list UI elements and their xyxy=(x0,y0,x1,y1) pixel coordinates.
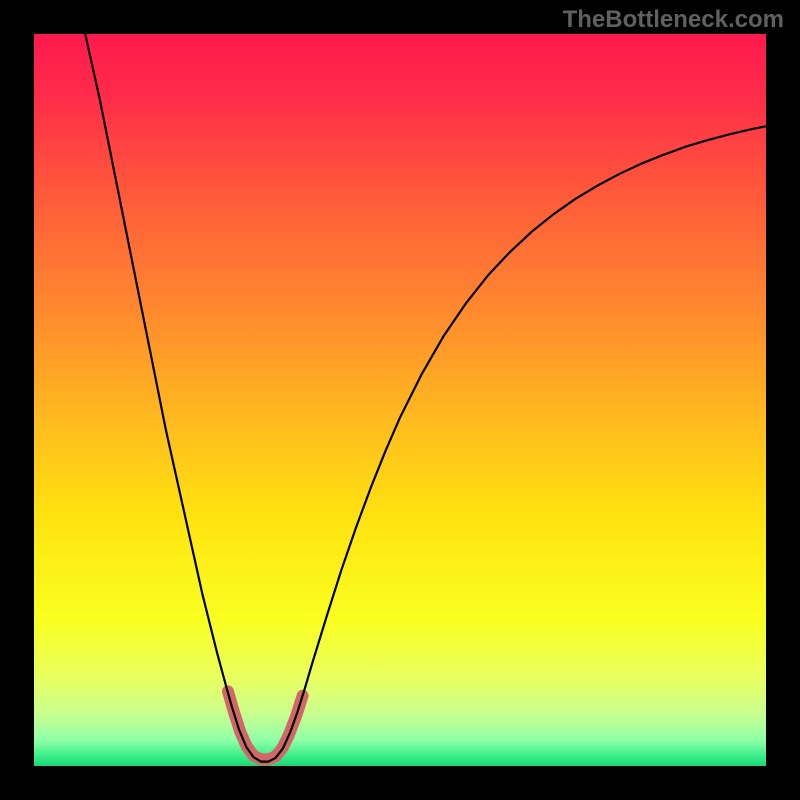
chart-container: TheBottleneck.com xyxy=(0,0,800,800)
plot-svg xyxy=(34,34,766,766)
watermark-text: TheBottleneck.com xyxy=(563,6,784,34)
highlight-segment xyxy=(228,691,303,759)
bottleneck-curve xyxy=(85,34,766,762)
plot-area xyxy=(34,34,766,766)
